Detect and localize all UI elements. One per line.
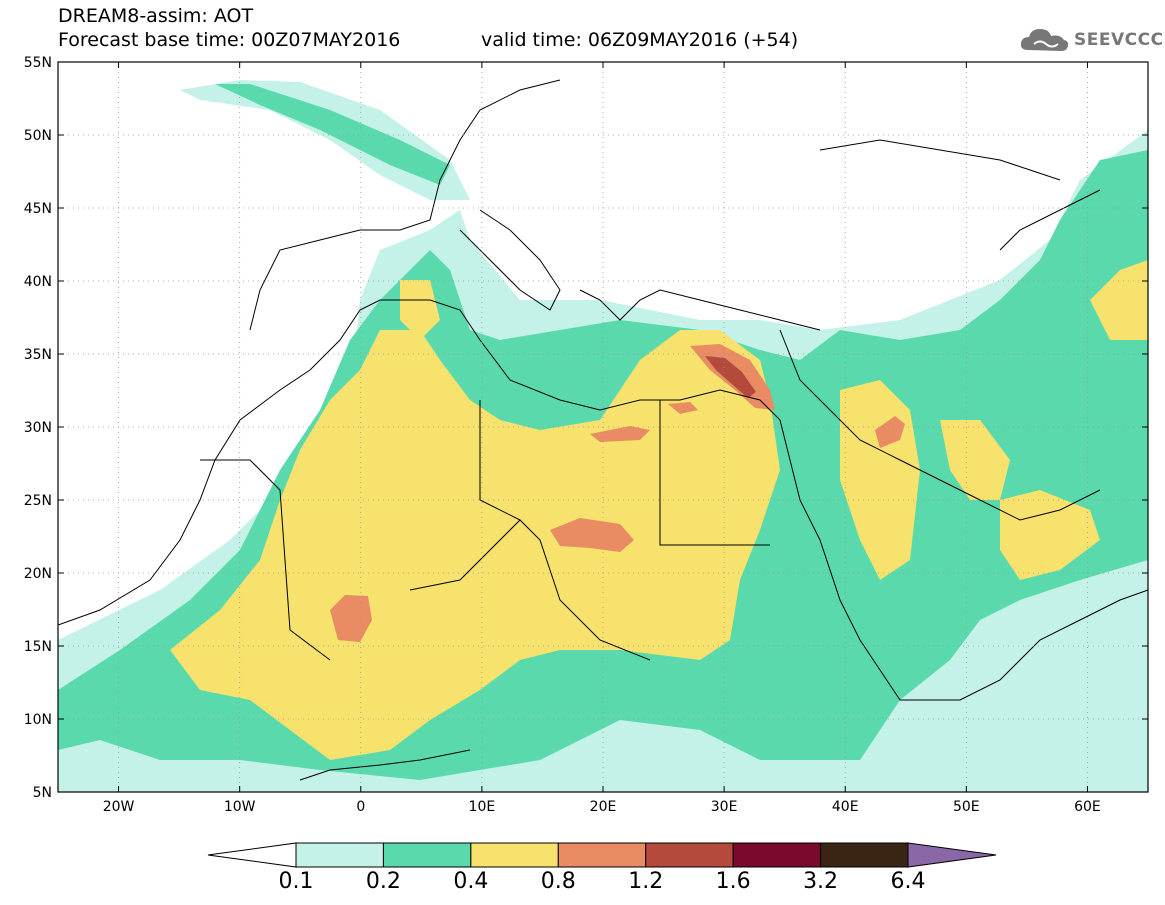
caspian-coast (999, 189, 1101, 251)
border-sahel (409, 519, 651, 661)
lon-tick-label: 20E (590, 799, 617, 815)
colorbar-label: 0.1 (278, 869, 314, 894)
colorbar-segment (820, 842, 909, 868)
longitude-ticks: 20W 10W 0 10E 20E 30E 40E 50E 60E (103, 62, 1101, 815)
greece-turkey-coast (579, 289, 821, 331)
logo-text: SEEVCCC (1074, 30, 1164, 50)
lon-tick-label: 20W (103, 799, 135, 815)
colorbar-segment (732, 842, 822, 868)
lat-tick-label: 25N (24, 493, 52, 509)
lon-tick-label: 40E (832, 799, 859, 815)
lon-tick-label: 0 (356, 799, 365, 815)
lat-tick-label: 30N (24, 420, 52, 436)
africa-coastline (58, 299, 1148, 701)
aot-band-1.2 (705, 356, 756, 398)
colorbar (207, 842, 997, 868)
black-sea-coast (819, 139, 1061, 181)
lon-tick-label: 30E (711, 799, 738, 815)
lat-tick-label: 35N (24, 347, 52, 363)
lat-tick-label: 50N (24, 128, 52, 144)
colorbar-max-triangle (907, 842, 997, 868)
lon-tick-label: 10W (224, 799, 256, 815)
lon-tick-label: 50E (953, 799, 980, 815)
colorbar-segment (645, 842, 734, 868)
lat-tick-label: 40N (24, 274, 52, 290)
lon-tick-label: 60E (1074, 799, 1101, 815)
aot-fields (58, 80, 1148, 792)
colorbar-label: 1.6 (715, 869, 751, 894)
colorbar-label: 1.2 (628, 869, 664, 894)
border-algeria (479, 400, 521, 521)
colorbar-segment (295, 842, 384, 868)
border-mauritania (200, 459, 331, 661)
map-title: DREAM8-assim: AOT (58, 5, 254, 27)
lat-tick-label: 15N (24, 639, 52, 655)
seevccc-logo: SEEVCCC (1018, 24, 1163, 60)
lat-tick-label: 20N (24, 566, 52, 582)
colorbar-label: 0.4 (453, 869, 489, 894)
italy-coast (459, 209, 561, 311)
lat-tick-label: 10N (24, 712, 52, 728)
colorbar-label: 0.8 (540, 869, 576, 894)
lat-tick-label: 45N (24, 201, 52, 217)
lat-tick-label: 5N (33, 785, 52, 801)
colorbar-segment (382, 842, 472, 868)
colorbar-label: 0.2 (365, 869, 401, 894)
colorbar-segment (470, 842, 559, 868)
cloud-icon (1020, 29, 1069, 51)
border-egypt (659, 400, 770, 546)
lat-tick-label: 55N (24, 55, 52, 71)
lon-tick-label: 10E (469, 799, 496, 815)
coastlines (58, 79, 1148, 781)
valid-time: valid time: 06Z09MAY2016 (+54) (481, 29, 799, 51)
colorbar-label: 3.2 (803, 869, 839, 894)
colorbar-segment (557, 842, 647, 868)
iberia-france-coast (249, 79, 561, 331)
gulf-of-guinea-coast (299, 749, 471, 781)
latitude-ticks: 55N 50N 45N 40N 35N 30N 25N 20N 15N 10N 5N (24, 55, 1148, 801)
colorbar-label: 6.4 (890, 869, 926, 894)
colorbar-min-triangle (207, 842, 297, 868)
arabia-coast (779, 329, 1101, 521)
forecast-base-time: Forecast base time: 00Z07MAY2016 (58, 29, 401, 51)
